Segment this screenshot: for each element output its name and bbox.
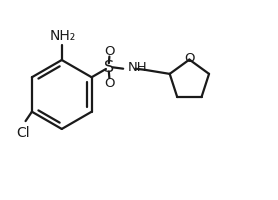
Text: S: S [104, 60, 114, 75]
Text: NH: NH [128, 61, 147, 74]
Text: O: O [104, 45, 115, 58]
Text: O: O [104, 77, 115, 90]
Text: NH₂: NH₂ [49, 29, 75, 43]
Text: Cl: Cl [16, 126, 30, 140]
Text: O: O [184, 52, 195, 65]
